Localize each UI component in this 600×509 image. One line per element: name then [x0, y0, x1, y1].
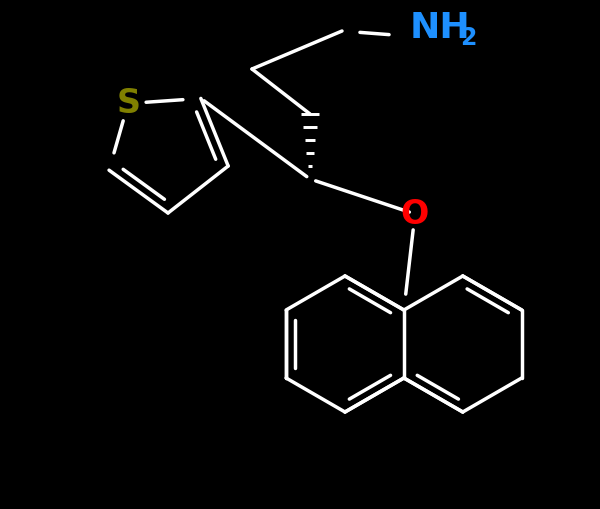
Text: S: S	[116, 87, 140, 120]
Text: 2: 2	[460, 26, 476, 50]
Text: NH: NH	[410, 11, 471, 45]
Text: O: O	[401, 197, 429, 231]
